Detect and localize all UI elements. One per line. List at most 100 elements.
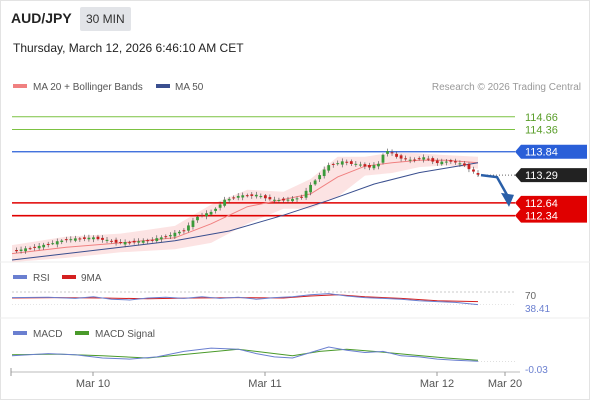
candle-body xyxy=(155,238,159,241)
candle-body xyxy=(60,240,64,243)
candle-body xyxy=(218,204,222,208)
candlesticks xyxy=(15,148,480,254)
macd-legend-label: MACD xyxy=(33,329,62,340)
ma20-legend-swatch xyxy=(13,84,27,88)
candle-body xyxy=(250,194,254,196)
candle-body xyxy=(408,159,412,161)
rsi-panel xyxy=(11,291,515,306)
candle-body xyxy=(377,163,380,167)
candle-body xyxy=(453,161,457,163)
candle-body xyxy=(349,161,353,164)
rsi-ma-legend-label: 9MA xyxy=(81,273,102,284)
level-label-113.29: 113.29 xyxy=(525,170,558,182)
candle-body xyxy=(331,163,335,165)
candle-body xyxy=(110,240,113,242)
candle-body xyxy=(101,237,104,240)
candle-body xyxy=(137,241,141,243)
rsi-legend-swatch xyxy=(13,275,27,279)
level-label-114.36: 114.36 xyxy=(525,125,558,137)
rsi-ma-legend-swatch xyxy=(62,275,76,279)
candle-body xyxy=(444,161,448,163)
candle-body xyxy=(200,215,204,217)
candle-body xyxy=(268,197,272,200)
candle-body xyxy=(168,235,172,237)
candle-body xyxy=(422,157,426,160)
candle-body xyxy=(196,216,199,221)
forecast-arrow xyxy=(480,173,514,207)
candle-body xyxy=(24,248,27,252)
candle-body xyxy=(304,190,308,198)
candle-body xyxy=(37,245,41,249)
instrument-title: AUD/JPY xyxy=(11,10,72,26)
macd-signal-legend-swatch xyxy=(75,331,89,335)
candle-body xyxy=(123,241,127,245)
candle-body xyxy=(146,240,150,242)
candle-body xyxy=(435,160,439,164)
candle-body xyxy=(431,158,435,162)
candle-body xyxy=(187,225,190,231)
price-levels xyxy=(12,116,515,217)
candle-body xyxy=(413,159,417,161)
level-label-114.66: 114.66 xyxy=(525,112,558,124)
candle-body xyxy=(150,239,154,241)
candle-body xyxy=(132,240,136,243)
candle-body xyxy=(173,232,177,237)
candle-body xyxy=(363,164,367,167)
x-tick-label: Mar 11 xyxy=(248,378,281,390)
candle-body xyxy=(286,199,290,201)
ma50-legend-label: MA 50 xyxy=(175,82,204,93)
candle-body xyxy=(15,249,18,252)
forecast-arrow-head xyxy=(501,192,514,207)
candle-body xyxy=(46,243,50,245)
candle-body xyxy=(458,163,462,165)
candle-body xyxy=(55,241,59,245)
ma50-line xyxy=(11,162,479,261)
candle-body xyxy=(105,239,109,241)
candle-body xyxy=(417,158,421,160)
candle-body xyxy=(449,160,453,162)
candle-body xyxy=(259,196,263,198)
candle-body xyxy=(386,151,389,154)
candle-body xyxy=(214,208,217,211)
candle-body xyxy=(82,237,86,239)
candle-body xyxy=(390,152,394,154)
chart-datetime: Thursday, March 12, 2026 6:46:10 AM CET xyxy=(13,41,244,55)
candle-body xyxy=(291,198,294,202)
rsi-level-70: 70 xyxy=(525,291,537,302)
candle-body xyxy=(119,242,122,244)
level-label-112.34: 112.34 xyxy=(525,211,558,223)
candle-body xyxy=(404,158,408,160)
candle-body xyxy=(42,244,46,248)
candle-body xyxy=(254,194,258,197)
candle-body xyxy=(241,195,245,198)
candle-body xyxy=(33,246,37,248)
macd-signal-line xyxy=(11,348,479,361)
level-badge-112.34 xyxy=(515,208,587,223)
x-tick-label: Mar 20 xyxy=(488,378,522,390)
level-badge-113.84 xyxy=(515,144,587,159)
level-badge-113.29 xyxy=(515,168,587,183)
candle-body xyxy=(159,237,163,240)
candle-body xyxy=(368,165,371,168)
candle-body xyxy=(164,236,168,238)
rsi-line xyxy=(11,293,479,306)
candle-body xyxy=(322,169,326,177)
x-tick-label: Mar 12 xyxy=(420,378,454,390)
candle-body xyxy=(96,236,100,240)
candle-body xyxy=(273,199,276,201)
candle-body xyxy=(78,238,82,240)
x-tick-label: Mar 10 xyxy=(76,378,110,390)
candle-body xyxy=(263,195,267,199)
timeframe-badge[interactable]: 30 MIN xyxy=(80,7,131,31)
candle-body xyxy=(19,249,23,252)
candle-body xyxy=(358,164,362,166)
level-badge-112.64 xyxy=(515,195,587,210)
candle-body xyxy=(114,239,118,243)
candle-body xyxy=(209,211,213,215)
level-label-112.64: 112.64 xyxy=(525,198,558,210)
candle-body xyxy=(309,184,313,193)
candle-body xyxy=(236,195,240,198)
candle-body xyxy=(399,155,403,159)
forecast-arrow-line xyxy=(480,173,509,196)
ma50-legend-swatch xyxy=(156,84,170,88)
